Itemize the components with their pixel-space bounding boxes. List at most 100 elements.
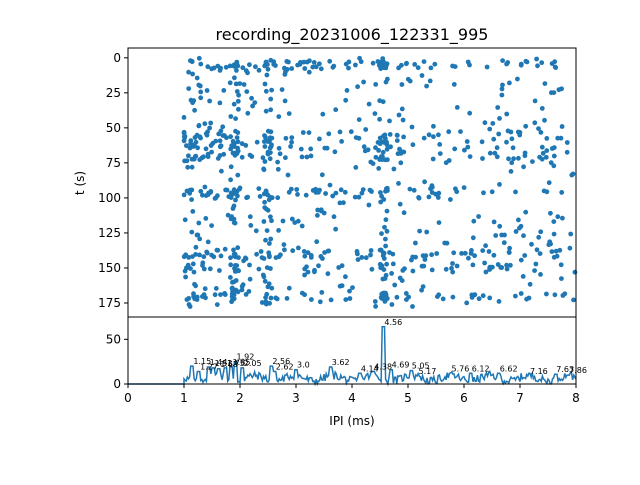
raster-point <box>383 236 388 242</box>
raster-point <box>233 62 238 68</box>
raster-point <box>370 60 376 66</box>
raster-point <box>222 246 228 252</box>
raster-point <box>286 111 292 116</box>
raster-point <box>361 144 367 150</box>
raster-point <box>181 192 187 198</box>
raster-point <box>231 203 237 209</box>
raster-point <box>401 210 407 216</box>
raster-point <box>325 271 331 277</box>
histogram-x-tick-label: 2 <box>236 391 244 405</box>
raster-point <box>203 146 209 152</box>
raster-point <box>269 135 275 141</box>
raster-point <box>263 237 268 243</box>
raster-point <box>500 82 505 88</box>
raster-point <box>482 120 488 126</box>
raster-point <box>557 247 563 253</box>
histogram-x-ticks: 0 1 2 3 4 5 6 7 8 <box>124 384 580 405</box>
raster-point <box>389 302 395 307</box>
raster-point <box>373 304 378 309</box>
raster-point <box>228 134 234 140</box>
raster-point <box>262 278 268 284</box>
raster-point <box>230 279 235 285</box>
raster-point <box>493 233 499 238</box>
raster-point <box>247 276 253 282</box>
histogram-peak-label: 6.62 <box>500 364 518 373</box>
raster-point <box>221 133 227 138</box>
raster-point <box>205 154 211 160</box>
raster-point <box>261 191 267 197</box>
raster-point <box>331 214 337 220</box>
raster-point <box>275 195 281 201</box>
raster-point <box>435 195 441 200</box>
raster-point <box>424 83 429 89</box>
raster-point <box>252 100 258 105</box>
raster-point <box>496 131 502 137</box>
raster-point <box>382 299 388 304</box>
raster-point <box>356 117 362 122</box>
raster-point <box>283 69 288 75</box>
raster-point <box>429 267 435 273</box>
raster-point <box>509 136 515 142</box>
raster-point <box>471 292 477 298</box>
raster-point <box>265 66 271 72</box>
raster-point <box>373 82 379 87</box>
raster-point <box>436 132 441 138</box>
raster-point <box>223 64 229 70</box>
raster-point <box>239 154 245 160</box>
raster-point <box>265 62 270 67</box>
raster-point <box>468 251 474 256</box>
raster-y-tick-label: 75 <box>106 156 121 170</box>
raster-point <box>401 149 407 155</box>
raster-point <box>431 123 436 129</box>
raster-point <box>342 189 348 195</box>
raster-point <box>213 286 219 291</box>
raster-point <box>373 145 378 151</box>
raster-point <box>303 192 309 198</box>
raster-point <box>480 156 485 161</box>
raster-point <box>549 90 554 96</box>
raster-point <box>307 58 312 64</box>
raster-point <box>241 82 247 87</box>
histogram-peak-label: 7.16 <box>530 367 548 376</box>
raster-point <box>290 248 296 254</box>
raster-point <box>360 187 366 193</box>
raster-point <box>259 255 265 260</box>
raster-y-tick-label: 125 <box>98 226 121 240</box>
raster-point <box>421 263 427 269</box>
raster-point <box>327 182 333 188</box>
raster-point <box>396 112 402 118</box>
raster-point <box>548 160 554 166</box>
raster-point <box>481 190 486 196</box>
raster-point <box>262 159 268 164</box>
raster-point <box>264 138 270 144</box>
histogram-peak-label: 5.05 <box>412 362 430 371</box>
raster-point <box>387 118 392 124</box>
raster-point <box>568 231 574 237</box>
raster-point <box>495 105 501 110</box>
raster-point <box>221 88 227 93</box>
raster-point <box>237 186 242 192</box>
raster-point <box>235 139 241 145</box>
raster-point <box>489 189 495 195</box>
raster-point <box>497 223 503 229</box>
raster-point <box>402 266 407 272</box>
raster-point <box>337 129 343 135</box>
raster-point <box>368 248 374 253</box>
raster-point <box>383 157 388 163</box>
histogram-peak-label: 2.56 <box>272 357 290 366</box>
raster-point <box>331 63 337 69</box>
histogram-peak-label: 7.86 <box>569 366 587 375</box>
raster-point <box>513 293 518 299</box>
raster-point <box>218 253 224 259</box>
raster-point <box>432 61 438 67</box>
raster-point <box>192 107 198 113</box>
raster-point <box>228 177 234 183</box>
raster-point <box>435 294 440 299</box>
raster-point <box>535 63 540 69</box>
raster-point <box>181 130 187 136</box>
raster-point <box>330 193 336 199</box>
raster-point <box>420 253 426 259</box>
raster-point <box>496 299 502 304</box>
raster-point <box>324 145 330 151</box>
raster-point <box>555 135 561 141</box>
